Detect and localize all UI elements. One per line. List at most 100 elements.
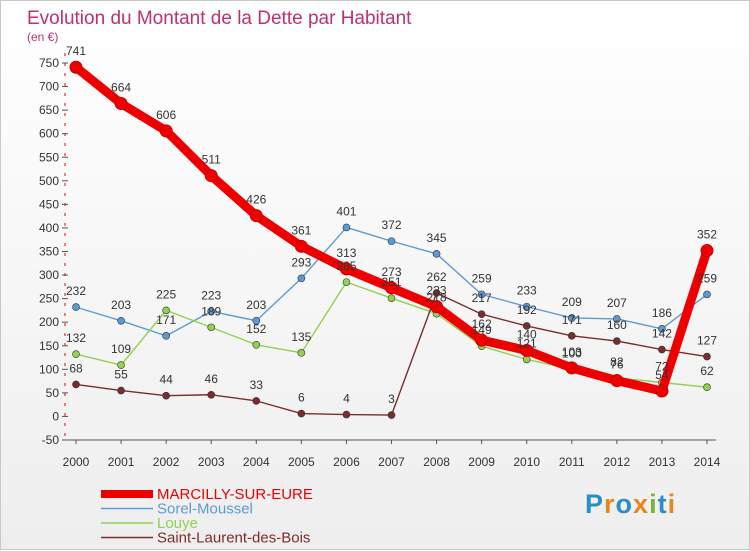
data-label: 100	[562, 346, 582, 360]
chart-unit: (en €)	[27, 30, 58, 44]
x-tick-label: 2010	[513, 455, 540, 469]
logo-letter: x	[633, 489, 650, 519]
y-tick-label: 150	[39, 339, 59, 353]
data-label: 103	[562, 345, 582, 359]
series-sorel-moussel	[72, 223, 711, 340]
data-point	[342, 223, 351, 232]
data-label: 72	[655, 360, 669, 374]
data-label: 273	[381, 265, 401, 279]
data-label: 361	[291, 223, 311, 237]
data-label: 203	[111, 298, 131, 312]
data-point	[342, 278, 351, 286]
data-point	[430, 300, 444, 314]
y-tick-label: 750	[39, 56, 59, 70]
data-point	[703, 352, 711, 361]
data-label: 109	[111, 342, 131, 356]
data-label: 33	[250, 378, 264, 392]
x-tick-label: 2012	[604, 455, 631, 469]
logo-letter: o	[615, 489, 634, 519]
data-point	[297, 349, 306, 357]
data-point	[387, 294, 396, 302]
x-tick-label: 2013	[649, 455, 676, 469]
data-point	[475, 333, 489, 347]
data-point	[72, 303, 80, 311]
data-point	[207, 390, 216, 399]
data-label: 218	[427, 291, 447, 305]
data-point	[117, 361, 125, 369]
data-point	[207, 323, 216, 332]
data-label: 401	[336, 204, 356, 218]
data-point	[613, 315, 621, 323]
y-tick-label: 300	[39, 268, 59, 282]
data-point	[249, 209, 263, 223]
data-point	[432, 250, 441, 258]
y-tick-label: 650	[39, 103, 59, 117]
data-label: 233	[517, 284, 537, 298]
data-label: 171	[562, 313, 582, 327]
data-label: 192	[517, 303, 537, 317]
data-point	[342, 410, 351, 419]
data-label: 207	[607, 296, 627, 310]
x-tick-label: 2004	[243, 455, 270, 469]
data-label: 3	[388, 392, 395, 406]
data-point	[252, 316, 261, 325]
data-label: 262	[427, 270, 447, 284]
data-point	[567, 332, 576, 340]
data-label: 203	[246, 298, 266, 312]
data-label: 160	[607, 318, 627, 332]
y-tick-label: 700	[39, 80, 59, 94]
chart-title: Evolution du Montant de la Dette par Hab…	[27, 8, 412, 29]
data-point	[655, 384, 669, 398]
data-label: 741	[66, 44, 86, 58]
data-point	[339, 262, 353, 276]
data-label: 251	[381, 275, 401, 289]
x-tick-label: 2002	[153, 455, 180, 469]
data-point	[703, 383, 711, 392]
logo-letter: t	[657, 489, 668, 519]
data-label: 511	[202, 153, 221, 167]
data-label: 209	[562, 295, 582, 309]
data-point	[114, 97, 128, 111]
x-tick-label: 2014	[694, 455, 721, 469]
data-point	[565, 361, 579, 375]
data-point	[252, 341, 261, 349]
proxiti-logo: Proxiti	[585, 489, 676, 520]
data-label: 345	[427, 231, 447, 245]
data-point	[162, 332, 170, 340]
data-point	[610, 374, 624, 388]
data-point	[387, 411, 396, 419]
data-label: 68	[69, 361, 83, 375]
data-point	[117, 316, 125, 325]
data-label: 132	[66, 331, 86, 345]
data-label: 606	[156, 108, 176, 122]
logo-letter: r	[604, 489, 616, 519]
data-label: 171	[156, 313, 176, 327]
y-tick-label: 250	[39, 292, 59, 306]
x-tick-label: 2005	[288, 455, 315, 469]
data-point	[613, 337, 621, 345]
logo-letter: P	[585, 489, 605, 519]
data-label: 313	[336, 246, 356, 260]
data-point	[297, 409, 306, 418]
data-point	[658, 324, 666, 333]
data-label: 82	[610, 355, 624, 369]
data-label: 46	[205, 372, 219, 386]
data-label: 233	[427, 284, 447, 298]
data-label: 664	[111, 81, 131, 95]
data-point	[385, 281, 398, 295]
data-point	[72, 350, 80, 359]
data-label: 54	[655, 368, 669, 382]
data-point	[658, 345, 666, 354]
axes: -50 0 50 100 150 200 250 300 350 400 450 500 550 600 6…	[39, 53, 721, 469]
data-point	[297, 274, 306, 283]
data-label: 293	[291, 255, 311, 269]
x-tick-label: 2006	[333, 455, 360, 469]
y-tick-label: 200	[39, 315, 59, 329]
x-tick-label: 2009	[468, 455, 495, 469]
data-label: 186	[652, 306, 672, 320]
y-tick-label: 0	[52, 409, 59, 423]
data-point	[477, 310, 486, 318]
data-label: 142	[652, 327, 672, 341]
